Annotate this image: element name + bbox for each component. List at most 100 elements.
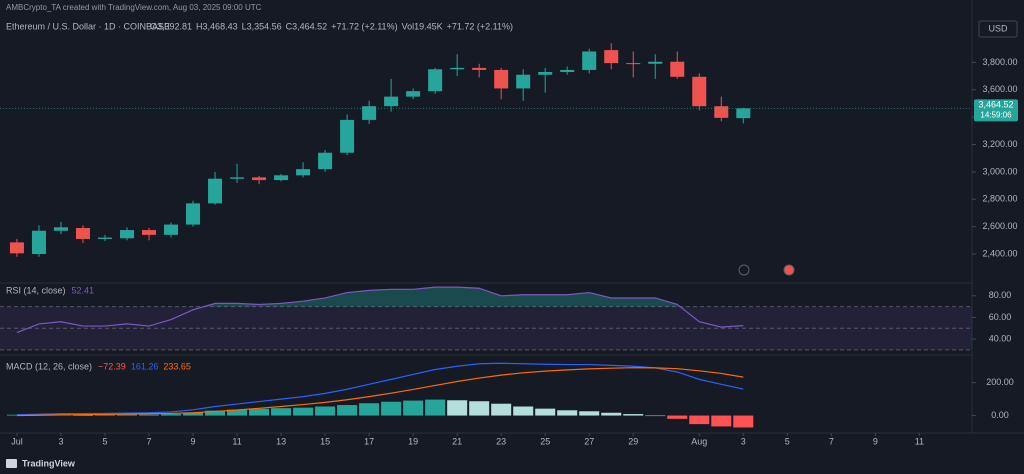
legend-title: Ethereum / U.S. Dollar · 1D · COINBASE xyxy=(6,21,170,31)
candle-body xyxy=(560,69,575,72)
candle-body xyxy=(31,230,46,254)
x-tick-label: 23 xyxy=(496,436,506,446)
histogram-bar xyxy=(513,406,534,416)
x-tick-label: 11 xyxy=(232,436,241,446)
histogram-bar xyxy=(645,415,666,417)
x-tick-label: 3 xyxy=(58,436,63,446)
candle-body xyxy=(208,178,223,204)
icon xyxy=(738,264,750,276)
icon xyxy=(783,264,795,276)
ohlc-label: +71.72 (+2.11%) xyxy=(331,21,397,31)
candle-body xyxy=(252,177,267,181)
candle-body xyxy=(340,119,355,153)
histogram-bar xyxy=(315,406,336,416)
candle-body xyxy=(120,230,135,239)
histogram-bar xyxy=(733,415,754,428)
ohlc-label: +71.72 (+2.11%) xyxy=(447,21,513,31)
histogram-bar xyxy=(689,415,710,425)
candle-body xyxy=(670,61,685,77)
y-tick-label: 3,600.00 xyxy=(982,84,1017,94)
x-tick-label: 9 xyxy=(191,436,196,446)
histogram-bar xyxy=(293,407,314,416)
currency: USD xyxy=(988,23,1008,33)
candle-body xyxy=(164,224,179,235)
x-tick-label: 27 xyxy=(584,436,594,446)
histogram-bar xyxy=(337,405,358,416)
x-tick-label: 15 xyxy=(320,436,330,446)
y-tick-label: 80.00 xyxy=(989,290,1012,300)
candle-body xyxy=(604,50,619,64)
overbought-fill xyxy=(204,287,681,307)
candle-body xyxy=(142,230,157,235)
x-tick-label: 9 xyxy=(873,436,878,446)
y-tick-label: 2,400.00 xyxy=(982,248,1017,258)
candle-body xyxy=(362,106,377,120)
y-tick-label: 0.00 xyxy=(991,410,1009,420)
event-icons xyxy=(738,264,795,276)
candle-body xyxy=(97,237,112,239)
histogram-bar xyxy=(491,403,512,416)
legend-value: −72.39 xyxy=(98,361,126,371)
candle-body xyxy=(494,69,509,89)
histogram-bar xyxy=(469,401,490,416)
macd-line xyxy=(16,362,744,416)
x-tick-label: 5 xyxy=(785,436,790,446)
y-tick-label: 3,200.00 xyxy=(982,139,1017,149)
y-tick-label: 200.00 xyxy=(986,377,1014,387)
x-tick-label: 7 xyxy=(829,436,834,446)
x-tick-label: 7 xyxy=(147,436,152,446)
credit: AMBCrypto_TA created with TradingView.co… xyxy=(6,3,262,12)
candle-body xyxy=(428,69,443,92)
signal-line xyxy=(16,367,744,417)
countdown: 14:59:06 xyxy=(980,110,1012,119)
y-tick-label: 60.00 xyxy=(989,312,1012,322)
x-tick-label: Jul xyxy=(11,436,23,446)
candle-body xyxy=(472,67,487,70)
histogram-bar xyxy=(535,408,556,416)
legend-title: RSI (14, close) xyxy=(6,285,66,295)
histogram-bar xyxy=(359,403,380,416)
histogram-bar xyxy=(403,400,424,416)
legend: Ethereum / U.S. Dollar · 1D · COINBASEO3… xyxy=(6,21,513,371)
x-tick-label: 25 xyxy=(540,436,550,446)
candle-body xyxy=(582,51,597,70)
histogram-bar xyxy=(249,408,270,416)
candle-body xyxy=(450,67,465,70)
candle-body xyxy=(75,228,90,239)
legend-value: 161.26 xyxy=(131,361,159,371)
histogram-bar xyxy=(711,415,732,427)
candle-body xyxy=(692,76,707,107)
y-tick-label: 2,600.00 xyxy=(982,221,1017,231)
candle-body xyxy=(9,242,24,254)
x-tick-label: 21 xyxy=(452,436,462,446)
x-tick-label: 13 xyxy=(276,436,286,446)
x-tick-label: Aug xyxy=(691,436,707,446)
candle-body xyxy=(274,175,289,181)
candle-body xyxy=(714,106,729,118)
last-price: 3,464.52 xyxy=(978,100,1013,110)
ohlc-label: L3,354.56 xyxy=(242,21,282,31)
x-tick-label: 3 xyxy=(741,436,746,446)
histogram-bar xyxy=(271,408,292,416)
candle-body xyxy=(626,63,641,65)
candle-body xyxy=(406,91,421,97)
candle-body xyxy=(648,61,663,64)
brand: TradingView xyxy=(22,458,76,468)
brand-logo xyxy=(6,459,17,468)
histogram-bar xyxy=(94,414,115,416)
histogram-bar xyxy=(227,409,248,416)
last-price-tag xyxy=(974,99,1018,122)
ohlc-label: C3,464.52 xyxy=(286,21,328,31)
histogram-bar xyxy=(205,410,226,416)
y-tick-label: 40.00 xyxy=(989,333,1012,343)
histogram-bar xyxy=(557,410,578,416)
histogram-bar xyxy=(579,411,600,416)
candle-body xyxy=(230,177,245,179)
x-tick-label: 11 xyxy=(915,436,924,446)
candle-body xyxy=(538,72,553,75)
candle-body xyxy=(384,96,399,107)
candle-body xyxy=(736,108,751,119)
candle-body xyxy=(516,74,531,89)
